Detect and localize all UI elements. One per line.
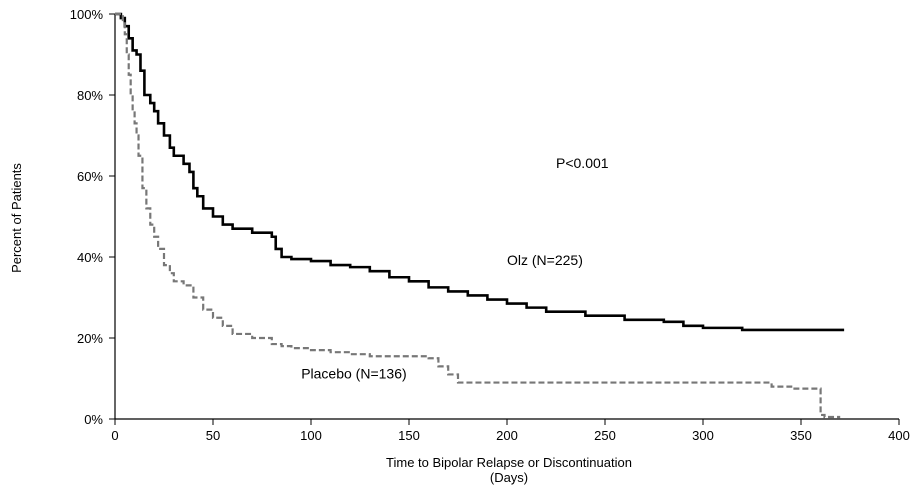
olz-series-label: Olz (N=225) — [507, 252, 583, 268]
y-tick-label: 40% — [77, 250, 103, 265]
x-axis-label: Time to Bipolar Relapse or Discontinuati… — [386, 455, 632, 470]
x-tick-label: 200 — [496, 428, 518, 443]
x-axis-units-label: (Days) — [490, 470, 528, 485]
y-tick-label: 100% — [70, 7, 104, 22]
x-tick-label: 50 — [206, 428, 220, 443]
y-axis-label: Percent of Patients — [9, 163, 24, 273]
series-layer — [115, 12, 845, 419]
x-tick-label: 350 — [790, 428, 812, 443]
olz-survival-curve — [115, 12, 845, 332]
x-tick-label: 0 — [111, 428, 118, 443]
axes: 0% 20% 40% 60% 80% 100% 0 50 100 150 200 250 300 350… — [70, 7, 910, 443]
x-tick-label: 250 — [594, 428, 616, 443]
y-tick-label: 80% — [77, 88, 103, 103]
x-tick-label: 100 — [300, 428, 322, 443]
placebo-survival-curve — [115, 12, 841, 419]
annotation-layer: P<0.001 Olz (N=225) Placebo (N=136) — [301, 155, 609, 382]
x-ticks: 0 50 100 150 200 250 300 350 400 — [111, 419, 910, 443]
x-tick-label: 400 — [888, 428, 910, 443]
placebo-series-label: Placebo (N=136) — [301, 366, 406, 382]
p-value-annotation: P<0.001 — [556, 155, 609, 171]
y-tick-label: 20% — [77, 331, 103, 346]
y-ticks: 0% 20% 40% 60% 80% 100% — [70, 7, 115, 427]
x-tick-label: 150 — [398, 428, 420, 443]
y-tick-label: 0% — [84, 412, 103, 427]
y-tick-label: 60% — [77, 169, 103, 184]
x-tick-label: 300 — [692, 428, 714, 443]
